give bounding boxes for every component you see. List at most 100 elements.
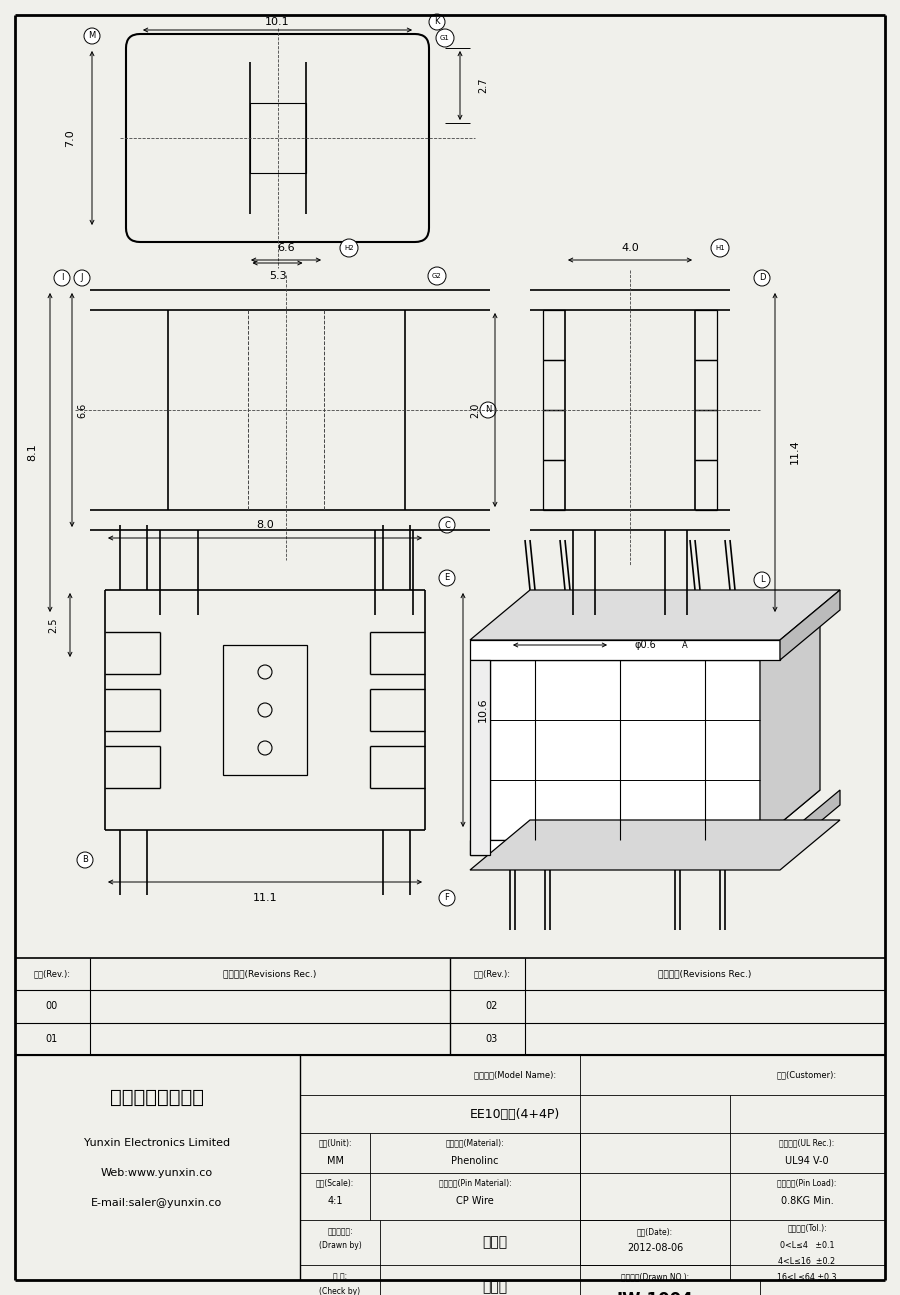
Text: 版本(Rev.):: 版本(Rev.): — [33, 970, 70, 979]
Text: K: K — [434, 18, 440, 26]
Text: 版本(Rev.):: 版本(Rev.): — [473, 970, 510, 979]
Circle shape — [340, 240, 358, 256]
Text: CP Wire: CP Wire — [456, 1197, 494, 1206]
Circle shape — [677, 637, 693, 653]
Text: N: N — [485, 405, 491, 414]
Text: 云芯电子有限公司: 云芯电子有限公司 — [110, 1088, 204, 1106]
Text: 02: 02 — [486, 1001, 499, 1011]
Circle shape — [54, 269, 70, 286]
Text: EE10立式(4+4P): EE10立式(4+4P) — [470, 1107, 560, 1120]
Text: H2: H2 — [344, 245, 354, 251]
Text: 2.7: 2.7 — [478, 78, 488, 93]
Text: 2.5: 2.5 — [48, 618, 58, 633]
Polygon shape — [760, 610, 820, 840]
Polygon shape — [780, 790, 840, 855]
Text: 修改记录(Revisions Rec.): 修改记录(Revisions Rec.) — [658, 970, 752, 979]
Text: 日期(Date):: 日期(Date): — [637, 1228, 673, 1237]
Text: 防火等级(UL Rec.):: 防火等级(UL Rec.): — [779, 1138, 834, 1147]
Text: 10.1: 10.1 — [266, 17, 290, 27]
Polygon shape — [490, 790, 820, 840]
Text: 2.0: 2.0 — [470, 403, 480, 418]
Text: 0.8KG Min.: 0.8KG Min. — [780, 1197, 833, 1206]
Text: I: I — [61, 273, 63, 282]
Circle shape — [77, 852, 93, 868]
Text: 4<L≤16  ±0.2: 4<L≤16 ±0.2 — [778, 1256, 835, 1265]
Text: 刘水强: 刘水强 — [482, 1235, 508, 1248]
Text: 03: 03 — [486, 1033, 498, 1044]
Text: 修改记录(Revisions Rec.): 修改记录(Revisions Rec.) — [223, 970, 317, 979]
Text: 8.0: 8.0 — [256, 521, 274, 530]
Bar — [223, 645, 307, 774]
Text: 产品编号(Drawn NO.):: 产品编号(Drawn NO.): — [621, 1273, 689, 1282]
Text: 针脚拉力(Pin Load):: 针脚拉力(Pin Load): — [778, 1178, 837, 1188]
Text: G1: G1 — [440, 35, 450, 41]
Text: UL94 V-0: UL94 V-0 — [785, 1156, 829, 1166]
Text: Yunxin Electronics Limited: Yunxin Electronics Limited — [84, 1138, 230, 1147]
Text: 校 对:: 校 对: — [333, 1273, 347, 1282]
Text: B: B — [82, 856, 88, 865]
Text: 单位(Unit):: 单位(Unit): — [319, 1138, 352, 1147]
Text: (Check by): (Check by) — [320, 1286, 361, 1295]
Circle shape — [436, 28, 454, 47]
Text: G2: G2 — [432, 273, 442, 278]
Text: 规格描述(Model Name):: 规格描述(Model Name): — [474, 1071, 556, 1080]
Text: 01: 01 — [46, 1033, 58, 1044]
Polygon shape — [470, 820, 840, 870]
Text: 11.1: 11.1 — [253, 894, 277, 903]
Circle shape — [754, 572, 770, 588]
Text: 5.3: 5.3 — [269, 271, 286, 281]
Text: D: D — [759, 273, 765, 282]
Text: 7.0: 7.0 — [65, 130, 75, 146]
Text: 8.1: 8.1 — [27, 443, 37, 461]
Text: 比例(Scale):: 比例(Scale): — [316, 1178, 354, 1188]
Circle shape — [439, 570, 455, 587]
Circle shape — [84, 28, 100, 44]
Text: A: A — [682, 641, 688, 650]
Text: L: L — [760, 575, 764, 584]
Polygon shape — [780, 591, 840, 660]
Text: F: F — [445, 894, 449, 903]
Circle shape — [480, 401, 496, 418]
Text: Phenolinc: Phenolinc — [451, 1156, 499, 1166]
Text: 针脚材质(Pin Material):: 针脚材质(Pin Material): — [438, 1178, 511, 1188]
Text: C: C — [444, 521, 450, 530]
Text: 11.4: 11.4 — [790, 439, 800, 465]
Circle shape — [754, 269, 770, 286]
Text: 6.6: 6.6 — [277, 243, 295, 253]
Circle shape — [428, 267, 446, 285]
Text: Web:www.yunxin.co: Web:www.yunxin.co — [101, 1168, 213, 1178]
Text: E-mail:saler@yunxin.co: E-mail:saler@yunxin.co — [92, 1198, 222, 1208]
Polygon shape — [490, 660, 760, 840]
Text: 0<L≤4   ±0.1: 0<L≤4 ±0.1 — [779, 1241, 834, 1250]
Text: 10.6: 10.6 — [478, 698, 488, 723]
Text: JW-1004: JW-1004 — [616, 1291, 693, 1295]
Circle shape — [439, 517, 455, 534]
Polygon shape — [470, 840, 780, 855]
Text: 韦景川: 韦景川 — [482, 1279, 508, 1294]
Circle shape — [439, 890, 455, 906]
Text: 00: 00 — [46, 1001, 58, 1011]
Text: H1: H1 — [716, 245, 724, 251]
Text: 6.6: 6.6 — [77, 403, 87, 417]
Polygon shape — [470, 591, 840, 640]
Text: 本体材质(Material):: 本体材质(Material): — [446, 1138, 504, 1147]
Text: 客户(Customer):: 客户(Customer): — [777, 1071, 837, 1080]
Text: 4.0: 4.0 — [621, 243, 639, 253]
Bar — [249, 104, 305, 174]
Text: J: J — [81, 273, 83, 282]
Circle shape — [74, 269, 90, 286]
Polygon shape — [470, 660, 490, 855]
Text: 4:1: 4:1 — [328, 1197, 343, 1206]
Circle shape — [429, 14, 445, 30]
Circle shape — [711, 240, 729, 256]
Text: 工程与设计:: 工程与设计: — [328, 1228, 353, 1237]
Text: 2012-08-06: 2012-08-06 — [627, 1243, 683, 1254]
Text: 16<L≤64 ±0.3: 16<L≤64 ±0.3 — [778, 1273, 837, 1282]
Text: φ0.6: φ0.6 — [634, 640, 656, 650]
Text: 一般公差(Tol.):: 一般公差(Tol.): — [788, 1224, 827, 1233]
Text: M: M — [88, 31, 95, 40]
Polygon shape — [470, 640, 780, 660]
Text: E: E — [445, 574, 450, 583]
Text: (Drawn by): (Drawn by) — [319, 1242, 362, 1251]
Polygon shape — [490, 610, 820, 660]
